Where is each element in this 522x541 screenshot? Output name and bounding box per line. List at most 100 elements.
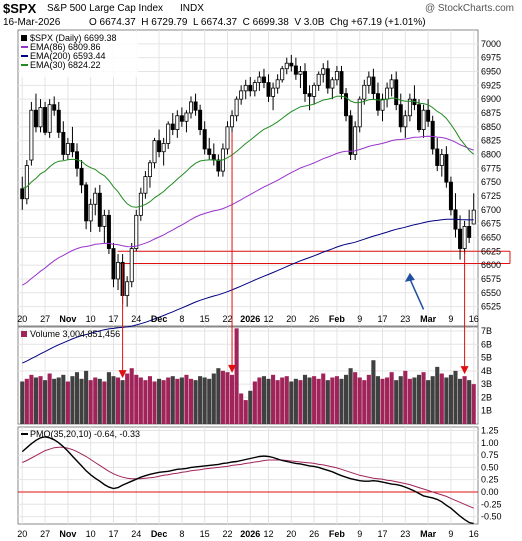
- volume-bar: [143, 380, 148, 424]
- volume-bar: [175, 378, 180, 424]
- volume-bar: [234, 328, 239, 424]
- candle-up: [88, 203, 93, 222]
- x-tick-label-price: 17: [108, 314, 118, 324]
- candle-up: [321, 68, 326, 75]
- volume-bar: [193, 380, 198, 424]
- volume-bar: [453, 370, 458, 424]
- ema30-line: [22, 95, 475, 208]
- volume-bar: [275, 380, 280, 424]
- volume-layer: [20, 328, 476, 424]
- volume-bar: [202, 377, 207, 424]
- header-date: 16-Mar-2026: [3, 17, 61, 28]
- volume-bar: [343, 374, 349, 424]
- volume-bar: [271, 374, 276, 424]
- volume-bar: [330, 377, 335, 424]
- x-tick-label-price: 8: [179, 314, 184, 324]
- volume-bar: [266, 378, 271, 424]
- volume-bar: [371, 360, 376, 424]
- candle-up: [47, 104, 52, 133]
- candle-up: [24, 165, 29, 200]
- candle-down: [303, 71, 307, 95]
- y-tick-label-price: 6800: [481, 149, 501, 159]
- x-tick-label-pmo: 26: [309, 529, 319, 539]
- ema200-line: [22, 218, 474, 364]
- header-symbol: $SPX: [3, 1, 37, 16]
- x-tick-label-pmo: 17: [378, 529, 388, 539]
- candle-down: [106, 214, 111, 249]
- volume-bar: [65, 381, 70, 424]
- candle-down: [266, 82, 271, 97]
- volume-bar: [198, 376, 203, 424]
- y-tick-label-price: 6575: [481, 274, 501, 284]
- price-legend: $SPX (Daily) 6699.38 EMA(86) 6809.86 EMA…: [20, 32, 138, 77]
- y-tick-label-price: 6600: [481, 260, 501, 270]
- volume-bar: [293, 378, 298, 424]
- legend-ema30: EMA(30) 6824.22: [30, 60, 101, 70]
- volume-bar: [152, 381, 157, 424]
- volume-bar: [375, 376, 381, 424]
- volume-bar: [435, 366, 440, 424]
- y-tick-label-pmo: 1.00: [481, 438, 499, 448]
- volume-bar: [426, 380, 431, 424]
- volume-bar: [220, 370, 225, 424]
- candle-down: [70, 143, 75, 153]
- y-tick-label-price: 6650: [481, 232, 501, 242]
- volume-bar: [225, 372, 230, 424]
- volume-bar: [280, 377, 285, 424]
- y-tick-label-price: 6700: [481, 205, 501, 215]
- x-tick-label-price: 9: [448, 314, 453, 324]
- annotation-layer: [118, 132, 469, 379]
- candle-up: [330, 79, 335, 89]
- candle-down: [207, 148, 212, 155]
- volume-bar: [471, 384, 476, 424]
- pmo-legend: PMO(35,20,10) -0.64, -0.33: [21, 429, 140, 439]
- pmo-line: [21, 436, 474, 525]
- arrow-late-oct-head: [118, 370, 127, 379]
- candle-down: [398, 104, 403, 128]
- volume-bar: [407, 378, 412, 424]
- volume-bar: [43, 380, 48, 424]
- volume-bar: [207, 378, 212, 424]
- x-tick-label-price: 24: [131, 314, 141, 324]
- candle-up: [362, 84, 367, 100]
- candle-up: [357, 98, 362, 128]
- x-tick-label-pmo: 9: [448, 529, 453, 539]
- candle-down: [79, 167, 84, 186]
- legend-price: $SPX (Daily) 6699.38: [30, 33, 117, 43]
- volume-bar: [444, 377, 449, 424]
- volume-bar: [353, 372, 358, 424]
- volume-bar: [52, 378, 57, 424]
- candle-up: [271, 87, 276, 97]
- volume-bar: [312, 376, 317, 424]
- volume-bar: [394, 380, 399, 424]
- candle-down: [198, 109, 203, 130]
- x-tick-label-price: 22: [222, 314, 232, 324]
- candle-up: [257, 76, 262, 83]
- y-tick-label-pmo: 0.00: [481, 487, 499, 497]
- candle-up: [161, 143, 166, 153]
- x-tick-label-price: 9: [357, 314, 362, 324]
- y-tick-label-volume: 7B: [481, 326, 492, 336]
- volume-bar: [248, 390, 253, 424]
- candle-up: [138, 192, 143, 216]
- x-tick-label-pmo: Dec: [151, 529, 168, 539]
- pmo-layer: [21, 436, 474, 525]
- volume-bar: [106, 372, 111, 424]
- volume-bar: [403, 370, 408, 424]
- volume-bar: [457, 378, 463, 424]
- x-tick-label-price: Nov: [59, 314, 76, 324]
- volume-bar: [321, 373, 326, 424]
- arrow-mid-dec-head: [228, 364, 237, 373]
- candle-up: [280, 68, 285, 81]
- candle-down: [325, 68, 330, 89]
- candle-up: [152, 140, 157, 164]
- candle-up: [312, 84, 317, 97]
- x-tick-label-price: 20: [17, 314, 27, 324]
- candle-down: [261, 76, 266, 83]
- x-tick-label-price: 23: [400, 314, 410, 324]
- volume-bar: [380, 378, 385, 424]
- volume-legend: Volume 3,004,851,456: [21, 329, 120, 339]
- x-tick-label-pmo: 22: [222, 529, 232, 539]
- candle-down: [348, 115, 353, 155]
- volume-bar: [138, 377, 143, 424]
